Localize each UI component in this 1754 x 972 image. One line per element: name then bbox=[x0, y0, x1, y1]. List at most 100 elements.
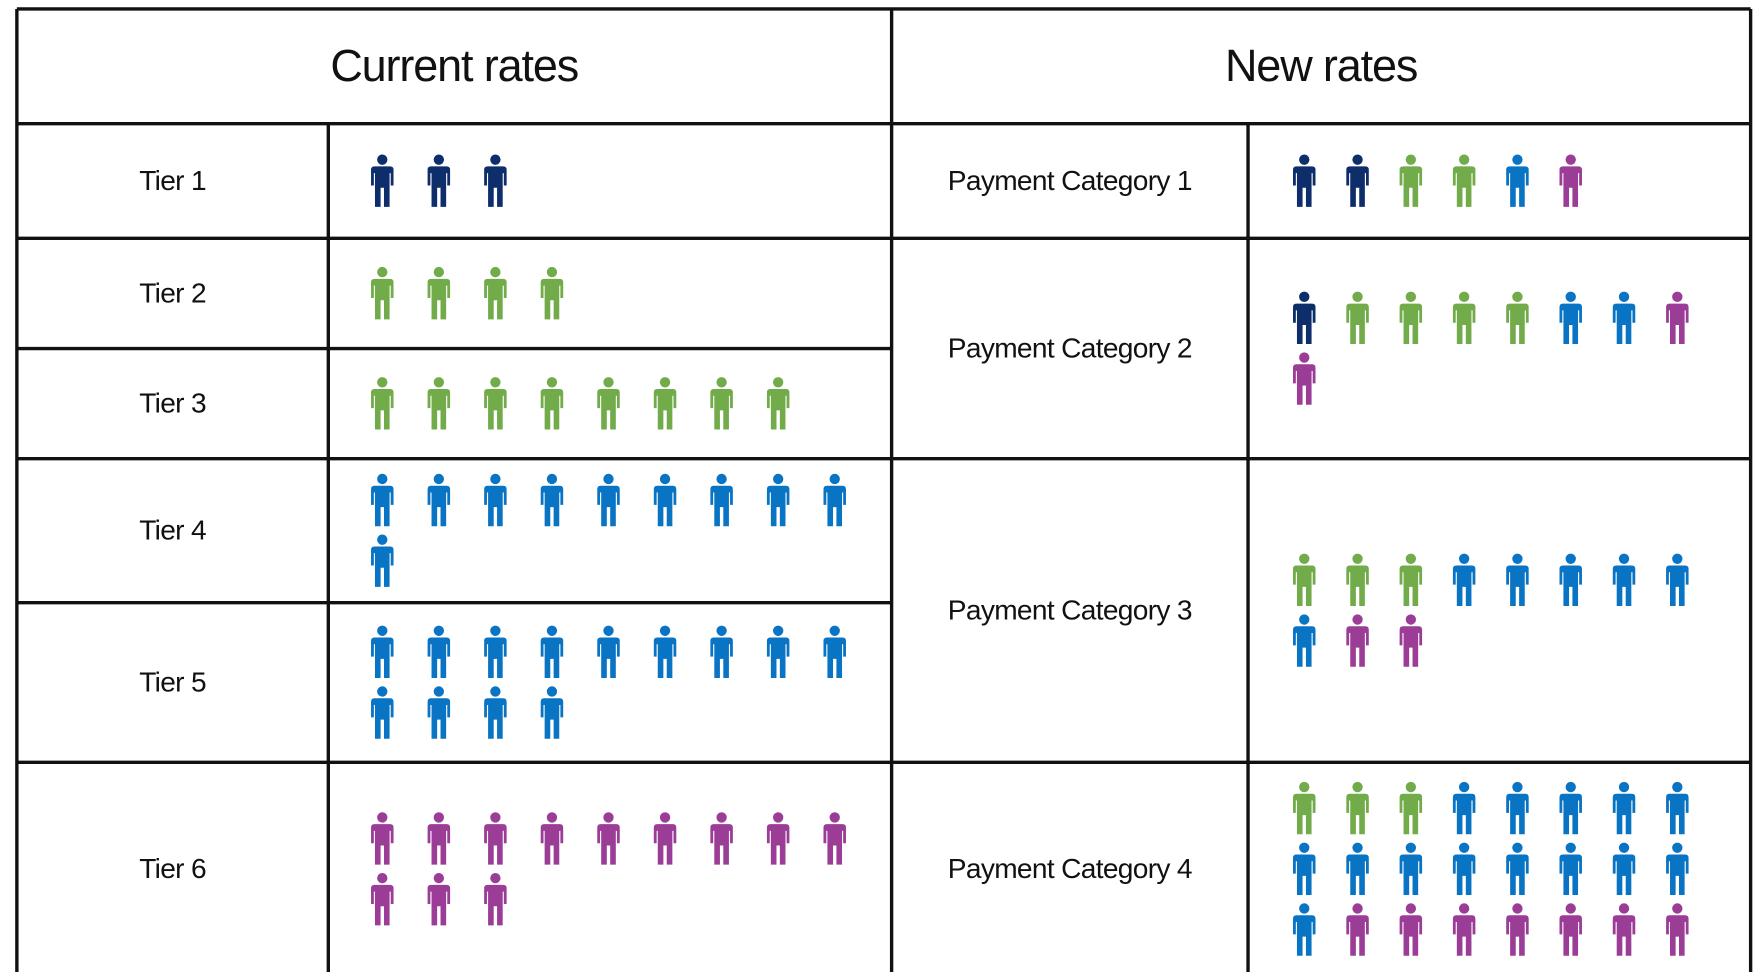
icon-head bbox=[433, 872, 445, 884]
person-icon bbox=[1452, 553, 1476, 607]
person-icon bbox=[427, 266, 451, 320]
icon-body bbox=[1452, 166, 1476, 207]
row-label: Tier 5 bbox=[139, 666, 206, 699]
icon-body bbox=[1399, 565, 1423, 607]
icon-head bbox=[1565, 903, 1576, 914]
icon-body bbox=[653, 824, 677, 865]
icon-body bbox=[653, 485, 677, 527]
person-icon bbox=[710, 625, 733, 678]
icon-body bbox=[371, 485, 394, 527]
person-icon bbox=[484, 686, 507, 739]
icon-head bbox=[377, 872, 388, 884]
icon-head bbox=[1672, 553, 1683, 564]
icon-body bbox=[1559, 793, 1582, 835]
icon-body bbox=[766, 485, 790, 527]
icon-body bbox=[1612, 303, 1636, 345]
icon-head bbox=[716, 625, 727, 636]
person-icon bbox=[1293, 781, 1316, 835]
icon-body bbox=[1612, 854, 1636, 895]
icon-head bbox=[659, 812, 671, 823]
icon-head bbox=[1618, 553, 1630, 564]
person-icon bbox=[653, 473, 677, 527]
person-icon bbox=[1399, 154, 1423, 207]
person-icon bbox=[540, 625, 564, 678]
row-label: Tier 1 bbox=[139, 165, 206, 197]
icon-head bbox=[1352, 903, 1363, 914]
person-icon bbox=[371, 872, 394, 926]
icon-body bbox=[1293, 364, 1316, 405]
icon-body bbox=[597, 637, 620, 678]
icon-head bbox=[1405, 614, 1417, 625]
icon-body bbox=[1452, 565, 1476, 607]
person-icon bbox=[1506, 903, 1529, 956]
icon-body bbox=[484, 884, 507, 926]
person-icon bbox=[1293, 903, 1316, 956]
icon-head bbox=[546, 625, 558, 636]
icon-body bbox=[1666, 915, 1689, 956]
person-icon bbox=[766, 625, 790, 678]
icon-body bbox=[1452, 915, 1476, 956]
person-icon bbox=[540, 473, 564, 527]
icon-body bbox=[1346, 166, 1369, 207]
person-icon bbox=[1346, 154, 1369, 207]
icon-body bbox=[1293, 626, 1316, 667]
icon-head bbox=[772, 812, 784, 823]
person-icon bbox=[1346, 614, 1369, 667]
icon-head bbox=[1299, 154, 1310, 165]
icon-body bbox=[710, 637, 733, 678]
icon-body bbox=[597, 389, 620, 430]
icon-body bbox=[1612, 793, 1636, 835]
person-icon bbox=[823, 812, 846, 865]
icon-head bbox=[490, 377, 501, 388]
icon-body bbox=[1612, 565, 1636, 607]
icon-body bbox=[710, 485, 733, 527]
icon-body bbox=[1559, 915, 1582, 956]
icon-body bbox=[1506, 915, 1529, 956]
icon-body bbox=[1293, 565, 1316, 607]
icon-body bbox=[1452, 303, 1476, 345]
person-icon bbox=[1506, 154, 1529, 207]
icon-body bbox=[1666, 303, 1689, 345]
icon-head bbox=[1672, 781, 1683, 793]
icon-head bbox=[377, 625, 388, 636]
icon-head bbox=[490, 812, 501, 823]
icon-head bbox=[659, 625, 671, 636]
person-icon bbox=[597, 625, 620, 678]
person-icon bbox=[710, 812, 733, 865]
icon-body bbox=[540, 389, 564, 430]
icon-body bbox=[484, 637, 507, 678]
icon-head bbox=[433, 812, 445, 823]
person-icon bbox=[1346, 291, 1369, 345]
icon-head bbox=[1512, 553, 1523, 564]
icon-head bbox=[829, 625, 840, 636]
icon-head bbox=[377, 377, 388, 388]
person-icon bbox=[1452, 842, 1476, 895]
icon-head bbox=[546, 377, 558, 388]
icon-head bbox=[1352, 842, 1363, 853]
person-icon bbox=[1506, 842, 1529, 895]
icon-head bbox=[1458, 903, 1470, 914]
icon-body bbox=[427, 485, 451, 527]
icon-body bbox=[540, 278, 564, 320]
icon-body bbox=[540, 698, 564, 739]
person-icon bbox=[371, 534, 394, 587]
person-icon bbox=[371, 473, 394, 527]
person-icon bbox=[597, 473, 620, 527]
person-icon bbox=[823, 625, 846, 678]
icon-head bbox=[1512, 781, 1523, 793]
icon-body bbox=[823, 637, 846, 678]
person-icon bbox=[1612, 842, 1636, 895]
icon-head bbox=[603, 473, 614, 485]
person-icon bbox=[766, 473, 790, 527]
icon-body bbox=[1506, 303, 1529, 345]
icon-head bbox=[377, 266, 388, 278]
row-label: Payment Category 3 bbox=[947, 594, 1193, 627]
icon-head bbox=[1618, 781, 1630, 793]
icon-head bbox=[433, 377, 445, 388]
icon-body bbox=[1506, 166, 1529, 207]
icon-head bbox=[716, 473, 727, 485]
person-icon bbox=[823, 473, 846, 527]
icon-body bbox=[1666, 565, 1689, 607]
icon-head bbox=[1512, 291, 1523, 303]
